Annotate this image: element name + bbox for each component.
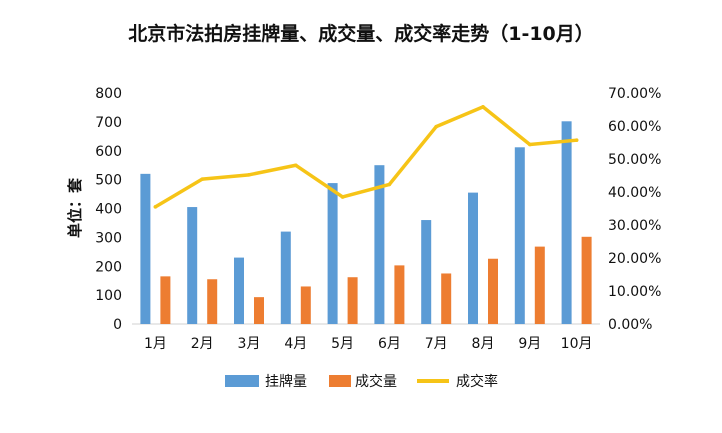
line-point xyxy=(574,138,579,142)
y2-tick-label: 60.00% xyxy=(608,119,661,135)
x-tick-label: 2月 xyxy=(191,336,214,352)
bar-listing xyxy=(561,121,572,324)
y-axis-label: 单位：套 xyxy=(66,177,84,238)
y2-tick-label: 70.00% xyxy=(608,86,661,102)
y2-tick-label: 30.00% xyxy=(608,218,661,234)
bar-deal xyxy=(441,273,452,324)
y2-tick-label: 50.00% xyxy=(608,152,661,168)
x-tick-label: 9月 xyxy=(518,336,541,352)
bar-deal xyxy=(347,277,358,324)
bar-deal xyxy=(534,246,545,324)
line-point xyxy=(481,105,485,109)
x-tick-label: 1月 xyxy=(144,336,167,352)
legend-swatch xyxy=(329,375,351,387)
bar-deal xyxy=(254,297,264,324)
y-tick-label: 600 xyxy=(95,144,122,160)
x-tick-label: 10月 xyxy=(561,336,593,352)
chart-title: 北京市法拍房挂牌量、成交量、成交率走势（1-10月） xyxy=(128,22,594,45)
line-point xyxy=(340,195,345,199)
y2-tick-label: 10.00% xyxy=(608,284,661,300)
bar-deal xyxy=(207,279,218,324)
line-point xyxy=(247,173,251,177)
bar-listing xyxy=(514,147,525,324)
y-tick-label: 700 xyxy=(95,115,122,131)
y2-tick-label: 40.00% xyxy=(608,185,661,201)
y2-tick-label: 20.00% xyxy=(608,251,661,267)
line-point xyxy=(434,124,439,129)
line-point xyxy=(294,163,298,168)
y-tick-label: 200 xyxy=(95,259,122,275)
bar-listing xyxy=(327,183,338,324)
plot-area: 0 100 200 300 400 500 600 700 800 0.00% 10.00% 20.0… xyxy=(95,86,661,352)
line-point xyxy=(528,142,532,147)
legend: 挂牌量 成交量 成交率 xyxy=(225,373,498,390)
y-tick-label: 400 xyxy=(95,202,122,218)
bar-listing xyxy=(187,207,198,324)
bar-deal xyxy=(488,258,498,324)
y-tick-label: 800 xyxy=(95,86,122,102)
bar-listing xyxy=(374,165,385,324)
y-tick-label: 500 xyxy=(95,173,122,189)
x-tick-label: 3月 xyxy=(238,336,261,352)
line-point xyxy=(387,182,392,187)
y-tick-label: 0 xyxy=(113,317,122,333)
x-tick-label: 5月 xyxy=(331,336,354,352)
y-tick-label: 300 xyxy=(95,230,122,246)
legend-swatch xyxy=(225,375,259,387)
bar-listing xyxy=(234,257,244,324)
bar-listing xyxy=(468,192,478,324)
y2-tick-label: 0.00% xyxy=(608,317,652,333)
legend-label: 成交量 xyxy=(355,373,397,390)
bar-listing xyxy=(140,173,151,324)
x-tick-label: 6月 xyxy=(378,336,401,352)
line-point xyxy=(153,205,158,209)
bar-deal xyxy=(300,286,311,324)
bar-deal xyxy=(160,276,171,324)
y-tick-label: 100 xyxy=(95,288,122,304)
bar-listing xyxy=(280,231,291,324)
bar-deal xyxy=(581,236,592,324)
x-tick-label: 4月 xyxy=(284,336,307,352)
legend-label: 挂牌量 xyxy=(265,373,307,390)
series-line-rate xyxy=(153,105,579,209)
x-tick-label: 8月 xyxy=(472,336,495,352)
x-tick-label: 7月 xyxy=(425,336,448,352)
bar-deal xyxy=(394,265,405,324)
bar-listing xyxy=(421,220,432,324)
legend-label: 成交率 xyxy=(456,373,498,390)
line-point xyxy=(200,177,204,181)
